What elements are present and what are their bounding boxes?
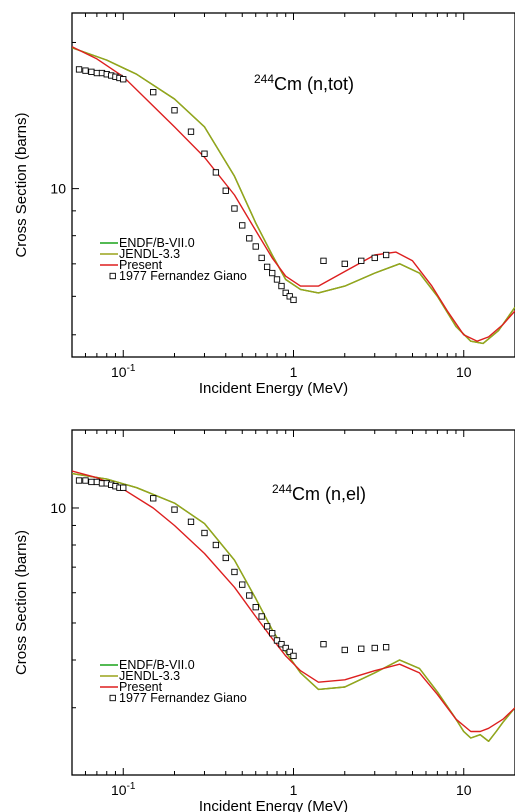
data-point-square bbox=[120, 76, 127, 83]
legend-label: Present bbox=[119, 680, 163, 694]
data-point-square bbox=[212, 541, 220, 549]
data-point-square bbox=[75, 66, 83, 73]
data-point-square bbox=[269, 269, 276, 277]
data-point-square bbox=[258, 613, 265, 620]
data-point-square bbox=[371, 254, 378, 262]
data-point-square bbox=[382, 251, 390, 259]
data-point-square bbox=[358, 645, 365, 652]
x-tick-label: 1 bbox=[290, 364, 298, 380]
y-tick-label: 10 bbox=[50, 500, 66, 516]
legend-label: 1977 Fernandez Giano bbox=[119, 269, 247, 283]
data-point-square bbox=[120, 484, 127, 491]
data-point-square bbox=[252, 243, 259, 250]
y-axis-label: Cross Section (barns) bbox=[13, 530, 30, 675]
data-point-square bbox=[212, 169, 220, 176]
data-point-square bbox=[239, 581, 246, 588]
data-point-square bbox=[252, 604, 259, 611]
data-point-square bbox=[201, 529, 208, 537]
data-point-square bbox=[341, 646, 348, 654]
data-point-square bbox=[269, 630, 276, 637]
data-point-square bbox=[258, 254, 265, 262]
data-point-square bbox=[150, 495, 157, 502]
data-point-square bbox=[75, 477, 83, 484]
y-axis-label: Cross Section (barns) bbox=[13, 112, 30, 257]
data-point-square bbox=[290, 296, 297, 304]
data-point-square bbox=[231, 205, 238, 212]
series-line-jendl-3-3 bbox=[72, 472, 515, 742]
data-point-square bbox=[263, 263, 271, 271]
data-point-square bbox=[88, 478, 95, 486]
data-point-square bbox=[82, 67, 89, 74]
series-line-present bbox=[72, 470, 515, 733]
data-point-square bbox=[320, 641, 327, 648]
data-point-square bbox=[320, 257, 327, 264]
data-point-square bbox=[201, 150, 208, 157]
data-point-square bbox=[358, 257, 365, 264]
x-tick-label: 10 bbox=[456, 782, 472, 798]
data-point-square bbox=[278, 282, 285, 290]
data-point-square bbox=[231, 568, 238, 576]
data-point-square bbox=[187, 518, 195, 525]
data-point-square bbox=[246, 235, 253, 242]
data-point-square bbox=[171, 107, 178, 114]
chart-panel-ntot: 10-1 1 10 10 Incident Energy (MeV) Cross Sect… bbox=[13, 12, 515, 397]
data-point-square bbox=[278, 641, 285, 648]
legend-label: 1977 Fernandez Giano bbox=[119, 691, 247, 705]
plot-frame bbox=[71, 12, 515, 358]
x-tick-label: 10-1 bbox=[111, 781, 136, 798]
data-point-square bbox=[286, 293, 293, 300]
chart-panel-nel: 10-1 1 10 10 Incident Energy (MeV) Cross Sect… bbox=[13, 429, 515, 812]
plot-area bbox=[72, 470, 515, 742]
legend-marker bbox=[109, 694, 116, 702]
data-point-square bbox=[263, 623, 271, 630]
x-axis-label: Incident Energy (MeV) bbox=[199, 798, 348, 812]
data-point-square bbox=[290, 652, 297, 660]
data-point-square bbox=[273, 637, 281, 644]
x-axis-label: Incident Energy (MeV) bbox=[199, 380, 348, 397]
data-point-square bbox=[282, 644, 289, 652]
legend-label: ENDF/B-VII.0 bbox=[119, 658, 195, 672]
legend-label: JENDL-3.3 bbox=[119, 247, 180, 261]
data-point-square bbox=[371, 644, 378, 652]
data-point-square bbox=[93, 478, 101, 486]
plot-frame bbox=[71, 429, 515, 776]
legend-label: Present bbox=[119, 258, 163, 272]
data-point-square bbox=[82, 477, 89, 484]
data-point-square bbox=[239, 222, 246, 229]
data-point-square bbox=[88, 68, 95, 75]
legend-label: JENDL-3.3 bbox=[119, 669, 180, 683]
data-point-square bbox=[171, 506, 178, 513]
data-point-square bbox=[282, 289, 289, 297]
y-tick-label: 10 bbox=[50, 181, 66, 197]
data-point-square bbox=[187, 128, 195, 135]
data-point-square bbox=[382, 644, 390, 651]
data-point-square bbox=[341, 260, 348, 267]
data-point-square bbox=[222, 554, 229, 562]
data-point-square bbox=[93, 69, 101, 77]
plot-area bbox=[72, 46, 515, 345]
reaction-annotation: 244Cm (n,el) bbox=[272, 482, 366, 504]
reaction-annotation: 244Cm (n,tot) bbox=[254, 72, 354, 94]
x-tick-label: 10-1 bbox=[111, 363, 136, 380]
legend-label: ENDF/B-VII.0 bbox=[119, 236, 195, 250]
data-point-square bbox=[222, 187, 229, 194]
data-point-square bbox=[150, 89, 157, 96]
x-tick-label: 10 bbox=[456, 364, 472, 380]
series-line-present bbox=[72, 46, 515, 342]
data-point-square bbox=[286, 648, 293, 656]
x-tick-label: 1 bbox=[290, 782, 298, 798]
data-point-square bbox=[246, 592, 253, 599]
legend-marker bbox=[109, 272, 116, 280]
data-point-square bbox=[273, 276, 281, 283]
